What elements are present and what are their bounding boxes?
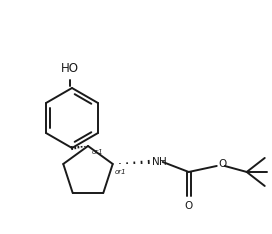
Text: N: N <box>152 157 159 167</box>
Text: or1: or1 <box>92 149 104 155</box>
Text: O: O <box>219 159 227 169</box>
Text: H: H <box>159 157 166 167</box>
Text: O: O <box>185 201 193 211</box>
Text: HO: HO <box>61 62 79 75</box>
Text: or1: or1 <box>115 169 126 175</box>
